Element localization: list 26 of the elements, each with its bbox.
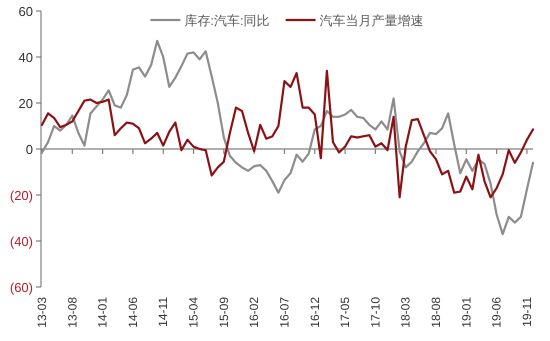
x-tick-label: 14-06: [126, 296, 140, 328]
x-tick-label: 18-03: [398, 296, 413, 328]
y-tick-label: 60: [18, 4, 33, 19]
x-tick-label: 16-02: [247, 296, 262, 328]
x-tick-label: 14-01: [96, 296, 110, 328]
y-tick-label: (20): [10, 188, 33, 203]
y-tick-label: (40): [10, 234, 33, 249]
x-tick-label: 16-07: [277, 296, 292, 328]
y-tick-label: 40: [18, 50, 33, 65]
x-tick-label: 19-06: [490, 296, 504, 328]
y-tick-label: (60): [10, 280, 33, 295]
x-tick-label: 17-10: [368, 296, 382, 328]
x-tick-label: 15-09: [216, 296, 231, 328]
x-tick-label: 13-03: [35, 296, 49, 328]
x-tick-label: 17-05: [338, 296, 352, 328]
x-tick-label: 15-04: [186, 296, 201, 328]
y-tick-label: 20: [18, 96, 33, 111]
x-tick-label: 18-08: [429, 296, 444, 328]
x-tick-label: 16-12: [308, 296, 322, 328]
x-tick-label: 19-11: [520, 296, 534, 327]
legend-label: 库存:汽车:同比: [184, 13, 270, 28]
x-tick-label: 14-11: [156, 296, 170, 327]
y-tick-label: 0: [26, 142, 33, 157]
x-tick-label: 19-01: [459, 296, 474, 328]
x-tick-label: 13-08: [65, 296, 80, 328]
legend-label: 汽车当月产量增速: [320, 13, 424, 28]
